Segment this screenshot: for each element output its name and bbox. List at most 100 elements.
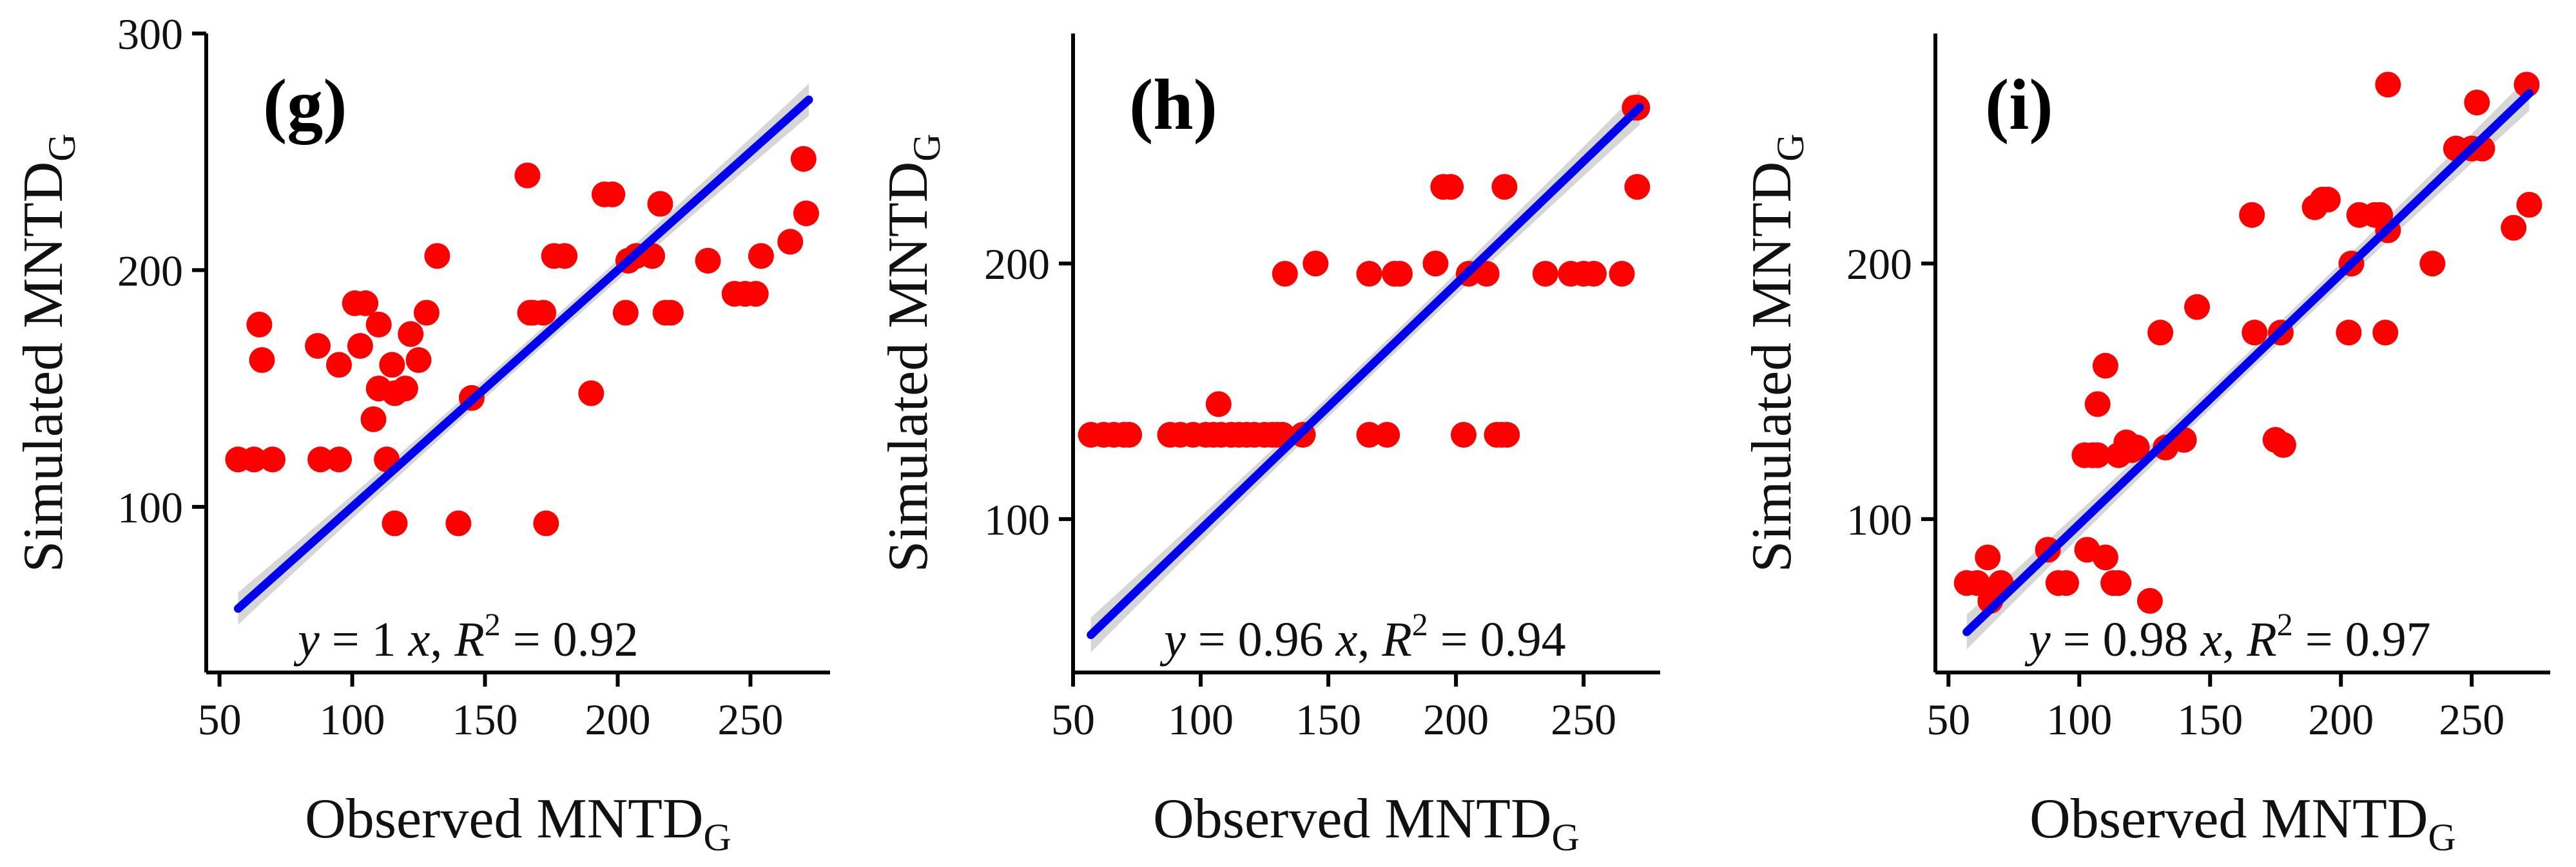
- panel-h-annotation-x: x: [1335, 613, 1358, 667]
- panel-i-data-point: [2336, 319, 2362, 346]
- panel-g-x-axis-title-main: Observed MNTD: [305, 788, 703, 850]
- panel-i-x-axis-title-sub: G: [2428, 816, 2455, 859]
- panel-g-annotation-r: R: [454, 613, 484, 667]
- panel-h-x-tick-label: 250: [1551, 695, 1616, 744]
- panel-g-axes: 50 100 150 200 250 100 200 300: [117, 10, 830, 744]
- panel-h-data-point: [1473, 261, 1500, 287]
- panel-h-x-axis-title: Observed MNTDG: [1153, 788, 1580, 859]
- panel-i-axes: 50 100 150 200 250 100 200: [1846, 33, 2550, 744]
- panel-g-annotation-sep: ,: [430, 613, 454, 667]
- panel-h-data-point: [1438, 174, 1464, 200]
- panel-i-data-point: [2239, 202, 2265, 228]
- panel-i-data-point: [2372, 319, 2399, 346]
- panel-g-data-point: [249, 347, 275, 373]
- panel-h-data-point: [1494, 422, 1520, 448]
- panel-g-x-axis-title-sub: G: [703, 816, 731, 859]
- panel-g-data-point: [326, 446, 352, 473]
- panel-h-y-axis-title-main: Simulated MNTD: [877, 162, 940, 573]
- panel-i-x-axis-title-main: Observed MNTD: [2029, 788, 2428, 850]
- panel-h-data-point: [1451, 422, 1477, 448]
- panel-g-annotation-x: x: [408, 613, 431, 667]
- panel-i-data-point: [1975, 544, 2001, 571]
- panel-g: 50 100 150 200 250 100 200 300 (g) y = 1 x, R2 …: [12, 10, 830, 859]
- panel-h-label: (h): [1129, 65, 1217, 145]
- panel-h-y-tick-label: 100: [984, 495, 1050, 544]
- panel-g-y-axis-title-sub: G: [41, 133, 83, 161]
- panel-i-data-point: [2501, 214, 2527, 241]
- panel-g-data-point: [347, 333, 373, 359]
- panel-h-data-point: [1491, 174, 1518, 200]
- panel-i-y-tick-label: 100: [1846, 495, 1912, 544]
- panel-i-y-axis-title: Simulated MNTDG: [1741, 133, 1812, 572]
- panel-h-data-point: [1374, 422, 1400, 448]
- panel-h-x-tick-label: 100: [1168, 695, 1234, 744]
- panel-g-x-tick-label: 150: [452, 695, 518, 744]
- panel-i-data-point: [2513, 71, 2540, 98]
- panel-g-data-point: [405, 347, 432, 373]
- panel-g-data-point: [514, 162, 541, 189]
- panel-i-data-point: [2419, 251, 2446, 277]
- panel-g-data-point: [793, 200, 819, 227]
- panel-h-data-point: [1272, 261, 1298, 287]
- panel-g-data-point: [599, 181, 626, 207]
- panel-i-y-tick-label: 200: [1846, 240, 1912, 289]
- panel-i-data-point: [2084, 442, 2111, 468]
- panel-g-y-axis-title-main: Simulated MNTD: [12, 162, 75, 573]
- panel-i-data-point: [2375, 71, 2401, 98]
- panel-i-annotation-x: x: [2200, 613, 2223, 667]
- panel-h-annotation: y = 0.96 x, R2 = 0.94: [1159, 606, 1566, 667]
- panel-g-data-point: [530, 300, 557, 326]
- panel-g-y-tick-label: 200: [117, 246, 183, 295]
- panel-i-data-point: [2516, 191, 2542, 218]
- panel-h-annotation-r: R: [1381, 613, 1411, 667]
- panel-i-annotation-y: y: [2024, 613, 2051, 667]
- panel-i-annotation-eq: = 0.98: [2051, 613, 2201, 667]
- panel-g-data-point: [360, 406, 387, 432]
- panel-g-points: [225, 146, 819, 537]
- panel-g-y-tick-label: 100: [117, 483, 183, 532]
- panel-i-fit-line: [1962, 89, 2533, 636]
- panel-i-annotation-exp: 2: [2277, 606, 2293, 642]
- panel-g-data-point: [379, 352, 405, 378]
- panel-g-y-tick-label: 300: [117, 10, 183, 59]
- panel-i-annotation: y = 0.98 x, R2 = 0.97: [2024, 606, 2431, 667]
- panel-g-data-point: [305, 333, 331, 359]
- panel-g-data-point: [742, 281, 769, 307]
- panel-g-label: (g): [263, 65, 347, 145]
- panel-i-data-point: [2124, 434, 2150, 461]
- panel-g-x-tick-label: 250: [717, 695, 783, 744]
- panel-h-x-axis-title-sub: G: [1551, 816, 1579, 859]
- panel-h-annotation-val: = 0.94: [1428, 613, 1566, 667]
- panel-i-data-point: [2314, 186, 2341, 213]
- panel-h-data-point: [1303, 251, 1329, 277]
- panel-i-data-point: [1964, 570, 1990, 596]
- panel-i-data-point: [2242, 319, 2268, 346]
- panel-i: 50 100 150 200 250 100 200 (i) y = 0.98 x, R2 …: [1741, 33, 2550, 859]
- panel-i-data-point: [2106, 570, 2132, 596]
- panel-g-data-point: [241, 446, 267, 473]
- panel-g-data-point: [392, 376, 418, 402]
- panel-g-data-point: [424, 243, 450, 269]
- panel-g-x-tick-label: 50: [198, 695, 242, 744]
- panel-g-data-point: [578, 380, 605, 406]
- panel-h-points: [1078, 95, 1651, 448]
- panel-i-x-tick-label: 150: [2177, 695, 2243, 744]
- panel-h-fit-line: [1087, 103, 1644, 640]
- panel-g-data-point: [246, 311, 273, 338]
- panel-g-data-point: [790, 146, 817, 172]
- panel-h-data-point: [1422, 251, 1449, 277]
- panel-g-data-point: [777, 229, 804, 255]
- panel-g-data-point: [552, 243, 578, 269]
- panel-h-data-point: [1609, 261, 1635, 287]
- panel-h-y-tick-label: 200: [984, 240, 1050, 289]
- panel-g-x-axis-title: Observed MNTDG: [305, 788, 731, 859]
- panel-h-annotation-y: y: [1159, 613, 1186, 667]
- panel-h-data-point: [1356, 422, 1382, 448]
- panel-i-data-point: [2270, 432, 2296, 458]
- panel-g-data-point: [382, 510, 408, 537]
- panel-i-y-axis-title-sub: G: [1769, 133, 1812, 161]
- panel-g-annotation-eq: = 1: [320, 613, 409, 667]
- panel-i-y-axis-title-main: Simulated MNTD: [1741, 162, 1803, 573]
- panel-h-y-axis-title: Simulated MNTDG: [877, 133, 948, 572]
- panel-h-data-point: [1624, 174, 1651, 200]
